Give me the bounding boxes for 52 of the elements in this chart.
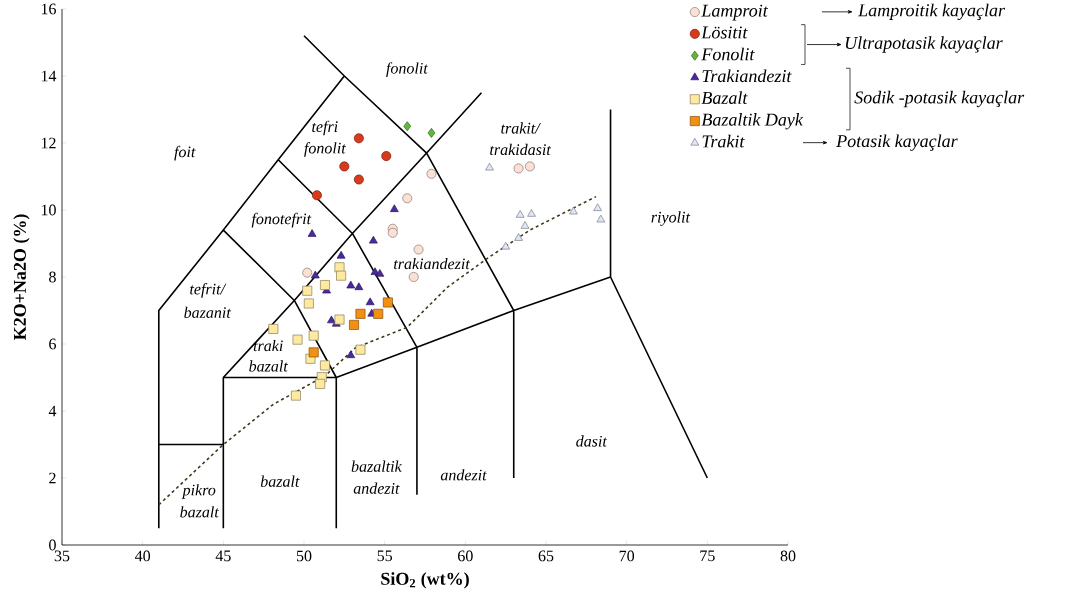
annotation: dasit: [576, 435, 608, 447]
x-tick-label: 55: [377, 550, 393, 562]
text: Lamproitik kayaçlar: [857, 3, 1006, 21]
text: Potasik kayaçlar: [836, 134, 958, 151]
text: Sodik -potasik kayaçlar: [854, 90, 1025, 108]
annotation: pikro: [181, 484, 216, 499]
y-tick-label: 12: [41, 137, 56, 149]
legend-label: Trakit: [702, 134, 745, 148]
x-axis-title: SiO$_{2}$ (wt%): [381, 572, 469, 589]
annotation: trakidasit: [490, 143, 552, 156]
y-tick-label: 6: [49, 338, 56, 350]
annotation: andezit: [353, 482, 400, 494]
x-tick-label: 50: [296, 550, 312, 562]
y-tick-label: 4: [48, 405, 57, 417]
text: Ultrapotasik kayaçlar: [845, 36, 1003, 53]
legend-label: Fonolit: [701, 47, 755, 61]
y-tick-label: 10: [41, 204, 56, 216]
x-tick-label: 80: [780, 550, 796, 562]
y-tick-label: 14: [41, 70, 57, 82]
x-tick-label: 70: [619, 550, 635, 562]
legend-label: Bazaltik Dayk: [701, 113, 804, 130]
annotation: trakiandezit: [394, 257, 471, 270]
annotation: andezit: [440, 469, 487, 481]
x-tick-label: 65: [538, 550, 554, 562]
annotation: foit: [174, 145, 196, 161]
annotation: trakit/: [501, 122, 541, 134]
legend-label: Bazalt: [701, 91, 748, 104]
legend-label: Lösitit: [701, 26, 748, 39]
x-tick-label: 60: [458, 550, 473, 562]
x-tick-label: 45: [215, 550, 231, 562]
y-tick-label: 8: [49, 271, 56, 283]
annotation: tefri: [312, 120, 338, 136]
annotation: tefrit/: [190, 283, 227, 298]
annotation: bazaltik: [351, 460, 402, 472]
annotation: bazalt: [260, 475, 300, 487]
x-tick-label: 35: [54, 550, 70, 562]
y-tick-label: 16: [41, 3, 56, 15]
y-axis-title: K2O+Na2O (%): [13, 214, 30, 341]
x-tick-label: 75: [700, 550, 715, 562]
legend-label: Lamproit: [701, 4, 769, 21]
annotation: riyolit: [651, 211, 691, 226]
annotation: fonolit: [304, 142, 347, 157]
annotation: fonolit: [386, 62, 429, 77]
annotation: fonotefrit: [251, 212, 312, 228]
annotation: traki: [253, 339, 283, 352]
annotation: bazalt: [180, 506, 220, 518]
legend-label: Trakiandezit: [702, 69, 792, 83]
annotation: bazanit: [184, 306, 232, 319]
x-tick-label: 40: [134, 550, 151, 562]
annotation: bazalt: [249, 360, 289, 372]
y-tick-label: 2: [49, 472, 56, 484]
y-tick-label: 0: [49, 539, 56, 551]
